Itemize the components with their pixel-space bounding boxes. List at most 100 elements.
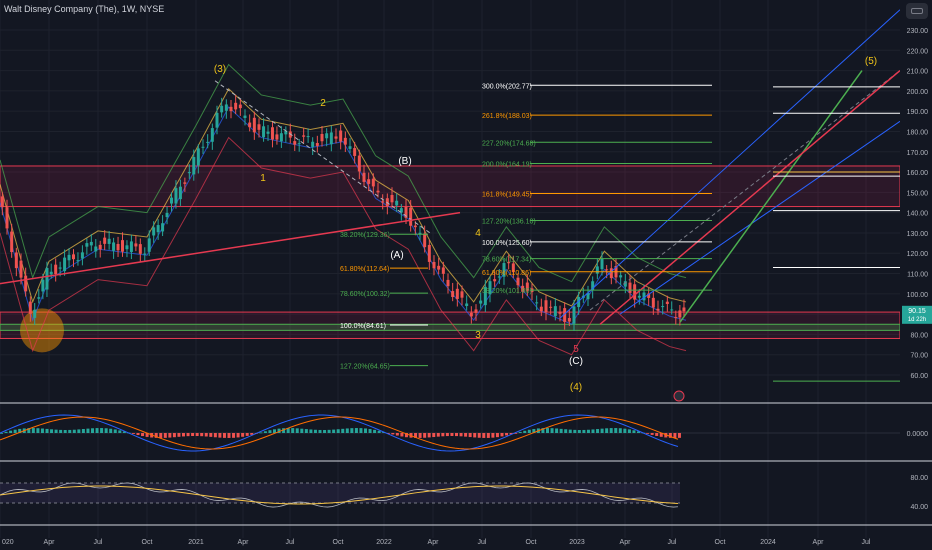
macd-bar	[395, 433, 399, 436]
upper-band	[0, 63, 687, 283]
price-tag-timer: 1d 22h	[908, 317, 926, 323]
macd-bar	[546, 428, 549, 433]
candle	[257, 124, 261, 130]
macd-bar	[54, 429, 58, 433]
candle	[507, 262, 511, 264]
candle	[284, 131, 288, 135]
candle	[642, 292, 646, 301]
macd-bar	[77, 429, 81, 433]
macd-bar	[345, 428, 349, 433]
projection-green	[679, 70, 863, 323]
candle	[183, 182, 187, 184]
wave-label: 5	[573, 344, 579, 355]
macd-bar	[391, 433, 395, 435]
macd-tick-label: 0.0000	[907, 431, 929, 438]
candle	[94, 246, 98, 252]
resistance-zone	[0, 165, 901, 208]
macd-bar	[177, 433, 181, 437]
macd-bar	[195, 433, 199, 437]
candle	[423, 233, 427, 248]
candle	[129, 241, 133, 252]
macd-bar	[81, 429, 85, 433]
macd-bar	[505, 433, 509, 436]
fib-left-label: 61.80%(112.64)	[340, 266, 389, 273]
highlight-circle	[20, 308, 64, 353]
candle	[418, 232, 422, 234]
candle	[76, 260, 80, 262]
x-tick-label: Oct	[333, 539, 344, 546]
candle	[134, 243, 138, 247]
macd-bar	[191, 433, 195, 437]
candle	[665, 301, 669, 304]
macd-bar	[368, 429, 372, 433]
candle	[511, 263, 515, 273]
candle	[474, 309, 478, 313]
candle	[413, 225, 417, 228]
macd-bar	[541, 428, 545, 433]
macd-bar	[518, 431, 522, 433]
macd-bar	[100, 428, 104, 433]
macd-bar	[427, 433, 431, 438]
candle	[143, 253, 147, 255]
candle	[619, 275, 623, 278]
candle	[362, 172, 366, 182]
x-tick-label: Jul	[94, 539, 103, 546]
macd-bar	[341, 428, 345, 433]
candle	[572, 306, 576, 324]
candle	[279, 133, 283, 142]
macd-bar	[213, 433, 217, 438]
macd-bar	[377, 430, 381, 433]
macd-bar	[72, 429, 76, 433]
candle	[591, 281, 595, 291]
macd-bar	[13, 429, 17, 433]
macd-bar	[291, 428, 295, 433]
y-tick-label: 150.00	[907, 190, 929, 197]
x-tick-label: Jul	[862, 539, 871, 546]
support-zone	[0, 311, 901, 339]
fib-right-label: 261.8%(188.03)	[482, 113, 532, 120]
candle	[178, 186, 182, 200]
macd-bar	[423, 433, 427, 438]
candle	[348, 146, 352, 149]
candle	[586, 292, 590, 300]
fib-right-label: 78.60%(117.34)	[482, 257, 531, 264]
rsi-tick-label: 80.00	[910, 475, 928, 482]
candle	[661, 306, 665, 308]
rsi-band	[0, 483, 680, 503]
y-tick-label: 60.00	[910, 373, 928, 380]
macd-signal	[0, 416, 679, 450]
y-tick-label: 130.00	[907, 231, 929, 238]
candle	[455, 288, 459, 299]
candle	[553, 306, 557, 317]
candle	[72, 254, 75, 260]
macd-bar	[245, 433, 249, 436]
candle	[381, 201, 385, 203]
candle	[49, 271, 53, 275]
wave-label: (3)	[214, 64, 226, 75]
candle	[535, 302, 539, 304]
macd-bar	[168, 433, 172, 438]
macd-bar	[577, 429, 581, 433]
macd-bar	[468, 433, 472, 438]
candle	[479, 300, 483, 304]
candle	[302, 135, 306, 137]
candle	[329, 132, 333, 145]
candle	[67, 254, 71, 261]
macd-bar	[600, 428, 604, 433]
macd-bar	[263, 431, 267, 433]
fib-right-label: 127.20%(136.10)	[482, 219, 536, 226]
macd-bar	[646, 433, 650, 434]
tradingview-logo-icon[interactable]	[906, 3, 928, 19]
macd-bar	[163, 433, 167, 438]
macd-bar	[159, 433, 163, 438]
candle	[196, 148, 200, 166]
macd-bar	[318, 429, 322, 433]
macd-bar	[605, 428, 609, 433]
macd-bar	[109, 428, 113, 433]
macd-bar	[154, 433, 158, 438]
price-tag	[902, 305, 932, 324]
candle	[201, 146, 205, 148]
candle	[451, 291, 455, 297]
y-tick-label: 110.00	[907, 272, 928, 279]
